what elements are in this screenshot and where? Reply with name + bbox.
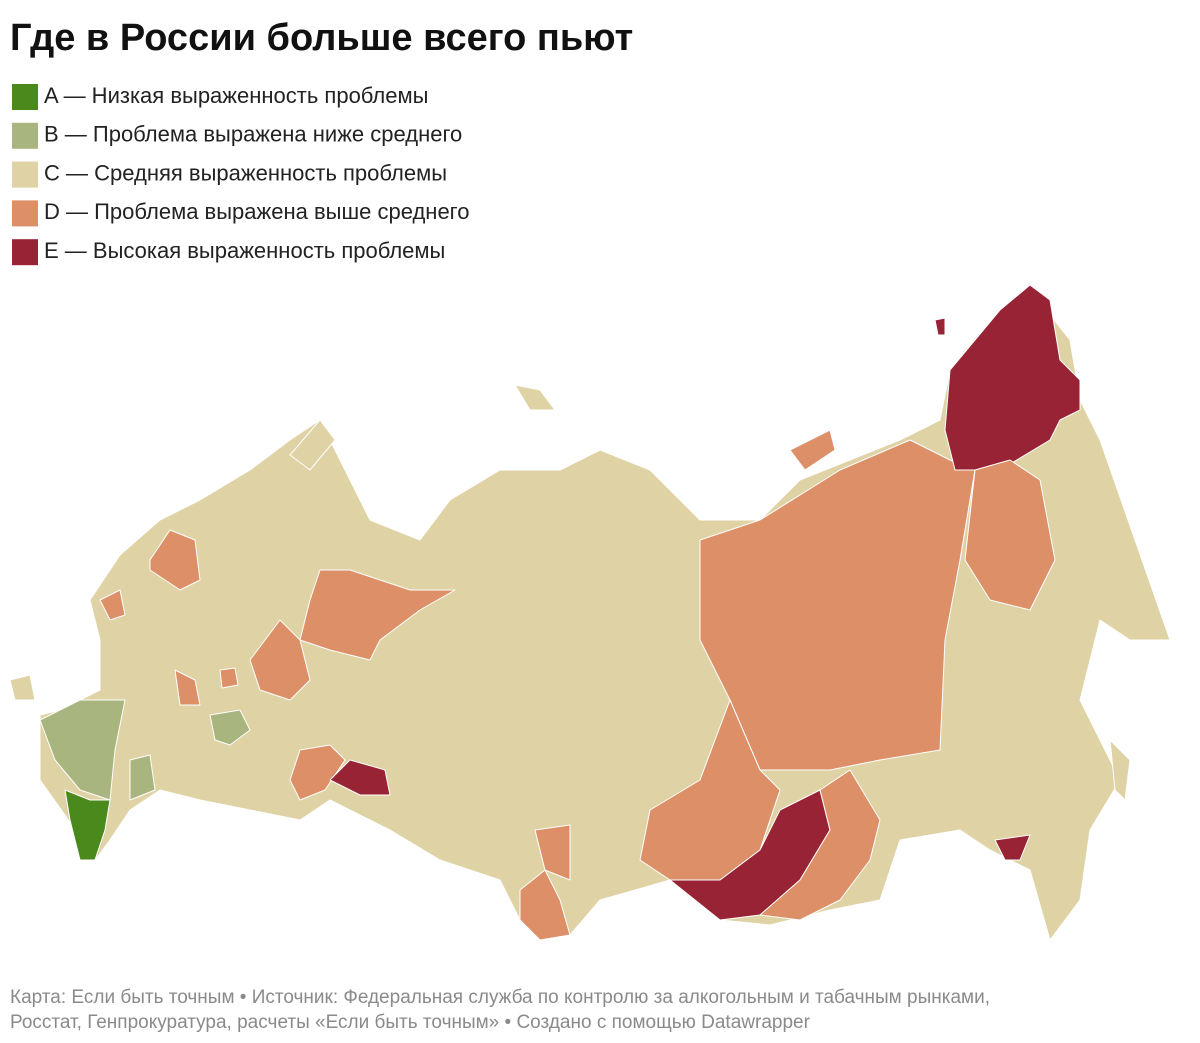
region: [994, 834, 1031, 861]
region: [934, 317, 946, 336]
legend-label: D — Проблема выражена выше среднего: [44, 199, 469, 224]
legend-swatch: [12, 122, 38, 149]
title: Где в России больше всего пьют: [10, 17, 633, 59]
region: [699, 439, 976, 771]
region: [99, 589, 126, 621]
legend-label: E — Высокая выраженность проблемы: [44, 238, 445, 263]
region: [289, 419, 336, 471]
region: [219, 667, 239, 689]
region: [639, 699, 781, 881]
footer: Карта: Если быть точным • Источник: Феде…: [10, 987, 990, 1008]
legend-swatch: [12, 84, 38, 110]
legend: A — Низкая выраженность проблемы B — Проб…: [12, 83, 469, 266]
region: [534, 824, 571, 881]
region: [289, 744, 346, 801]
legend-swatch: [12, 161, 38, 188]
region: [129, 754, 156, 801]
region: [514, 384, 556, 411]
region: [174, 669, 201, 706]
region: [1109, 739, 1131, 801]
region: [329, 759, 391, 796]
region: [964, 459, 1056, 611]
region: [789, 429, 836, 471]
region: [299, 569, 456, 661]
footer: Росстат, Генпрокуратура, расчеты «Если б…: [10, 1012, 811, 1033]
legend-swatch: [12, 200, 38, 227]
region: [209, 709, 251, 746]
region: [759, 769, 881, 921]
region: [9, 674, 36, 701]
region: [64, 789, 111, 861]
region: [39, 699, 126, 801]
region: [149, 529, 201, 591]
legend-label: A — Низкая выраженность проблемы: [44, 83, 428, 108]
region: [249, 619, 311, 701]
legend-label: B — Проблема выражена ниже среднего: [44, 122, 462, 147]
map: [9, 284, 1171, 941]
legend-swatch: [12, 239, 38, 266]
legend-label: C — Средняя выраженность проблемы: [44, 160, 447, 185]
